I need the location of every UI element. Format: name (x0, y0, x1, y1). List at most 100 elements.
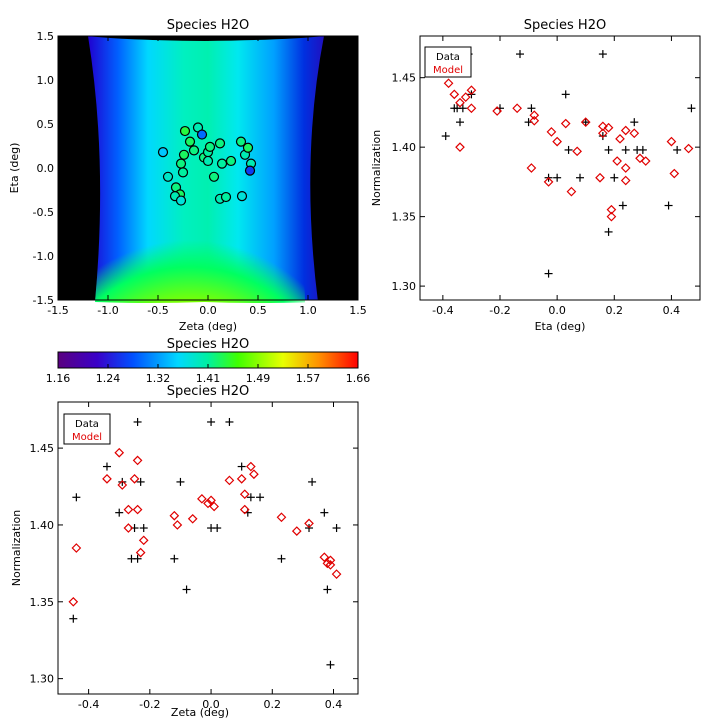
eta-model-point (612, 156, 622, 166)
heatmap-sample-point (225, 155, 237, 167)
heatmap-ytick-label: -1.0 (33, 250, 54, 263)
heatmap-title: Species H2O (167, 18, 249, 33)
eta-data-point (673, 145, 682, 154)
heatmap-sample-point (204, 141, 216, 152)
heatmap-sample-point (184, 136, 196, 147)
eta-ylabel: Normalization (370, 130, 383, 206)
eta-model-point (620, 163, 631, 173)
zeta-xtick-label: 0.2 (264, 698, 282, 711)
eta-data-point (561, 90, 570, 99)
heatmap-xlabel: Zeta (deg) (179, 320, 237, 333)
eta-data-point (621, 145, 630, 154)
zeta-title: Species H2O (167, 384, 249, 399)
eta-ytick-label: 1.30 (392, 280, 417, 293)
eta-model-point (492, 106, 502, 116)
eta-model-point (560, 118, 571, 129)
zeta-model-point (325, 555, 336, 566)
zeta-model-point (114, 447, 125, 458)
eta-data-point (441, 132, 450, 141)
eta-legend-model: Model (433, 65, 463, 76)
zeta-model-point (187, 513, 198, 524)
heatmap-sample-point (220, 191, 232, 203)
eta-model-point (529, 110, 540, 121)
zeta-data-point (323, 585, 332, 594)
heatmap-ytick-label: -1.5 (33, 294, 54, 307)
zeta-ytick-label: 1.30 (30, 673, 55, 686)
eta-model-point (443, 78, 454, 89)
zeta-marks (68, 417, 342, 669)
zeta-model-point (331, 569, 342, 579)
eta-model-point (669, 168, 680, 179)
zeta-data-point (176, 477, 185, 486)
heatmap-xtick-label: -0.5 (147, 304, 168, 317)
eta-data-point (581, 118, 590, 127)
zeta-model-point (123, 504, 134, 515)
zeta-legend-model: Model (72, 432, 102, 443)
heatmap-axes: -1.5 -1.0 -0.5 0.0 0.5 1.0 1.5 -1.5 -1.0 -0.5 0.0 0… (33, 30, 367, 317)
eta-data-point (618, 201, 627, 210)
zeta-data-point (332, 524, 341, 533)
zeta-xtick-label: -0.4 (78, 698, 99, 711)
zeta-ytick-label: 1.40 (30, 519, 55, 532)
eta-xlabel: Eta (deg) (535, 320, 586, 333)
eta-model-point (526, 163, 537, 173)
eta-data-point (598, 50, 607, 59)
colorbar-tick-label: 1.24 (96, 372, 121, 385)
eta-model-point (635, 153, 645, 164)
heatmap-xtick-label: -1.5 (47, 304, 68, 317)
eta-data-point (458, 104, 467, 113)
eta-data-point (456, 118, 464, 127)
heatmap-sample-point (216, 158, 228, 169)
zeta-scatter-panel: -0.4 -0.2 0.0 0.2 0.4 1.30 1.35 1.40 1.45 Specie… (10, 384, 359, 719)
zeta-data-point (308, 477, 317, 486)
zeta-model-point (325, 560, 336, 570)
colorbar-tick-label: 1.16 (46, 372, 71, 385)
eta-title: Species H2O (524, 18, 606, 33)
zeta-data-point (225, 417, 234, 426)
eta-model-point (455, 142, 465, 153)
zeta-data-point (118, 477, 127, 486)
zeta-data-point (133, 554, 142, 563)
zeta-data-point (139, 524, 148, 533)
eta-data-point (564, 145, 573, 154)
eta-model-point (606, 211, 617, 222)
zeta-model-point (132, 455, 143, 466)
heatmap-sample-point (214, 138, 226, 149)
eta-xtick-label: 0.4 (663, 304, 681, 317)
eta-data-point (544, 269, 553, 278)
heatmap-xtick-label: 0.5 (249, 304, 267, 317)
zeta-data-point (133, 417, 142, 426)
zeta-model-point (239, 504, 250, 515)
zeta-model-point (169, 510, 180, 521)
heatmap-xtick-label: 1.5 (349, 304, 367, 317)
heatmap-xtick-label: 0.0 (199, 304, 217, 317)
zeta-data-point (326, 660, 335, 669)
heatmap-ytick-label: -0.5 (33, 206, 54, 219)
eta-data-point (553, 173, 562, 182)
colorbar-ticks: 1.16 1.24 1.32 1.41 1.49 1.57 1.66 (46, 364, 370, 385)
eta-model-point (512, 103, 522, 114)
eta-model-point (629, 128, 640, 139)
zeta-xlabel: Zeta (deg) (171, 706, 229, 719)
eta-model-point (572, 146, 582, 157)
eta-xtick-label: -0.2 (489, 304, 510, 317)
zeta-model-point (206, 495, 216, 506)
eta-data-point (576, 173, 584, 182)
heatmap-sample-point (236, 191, 248, 202)
zeta-legend-data: Data (75, 419, 99, 430)
eta-model-point (620, 125, 631, 136)
eta-data-point (630, 118, 639, 127)
zeta-ytick-label: 1.45 (30, 442, 55, 455)
zeta-xtick-label: 0.0 (202, 698, 220, 711)
zeta-data-point (115, 508, 124, 517)
eta-model-point (620, 175, 631, 186)
zeta-model-point (304, 518, 314, 529)
zeta-data-point (213, 524, 222, 533)
zeta-data-point (246, 493, 255, 502)
zeta-model-point (236, 473, 247, 484)
eta-data-point (610, 173, 619, 182)
colorbar: Species H2O 1.16 1.24 1.32 1.41 1.49 1.57 1.66 (46, 337, 371, 385)
colorbar-tick-label: 1.41 (196, 372, 221, 385)
heatmap-sample-point (179, 125, 191, 137)
zeta-data-point (72, 493, 81, 502)
